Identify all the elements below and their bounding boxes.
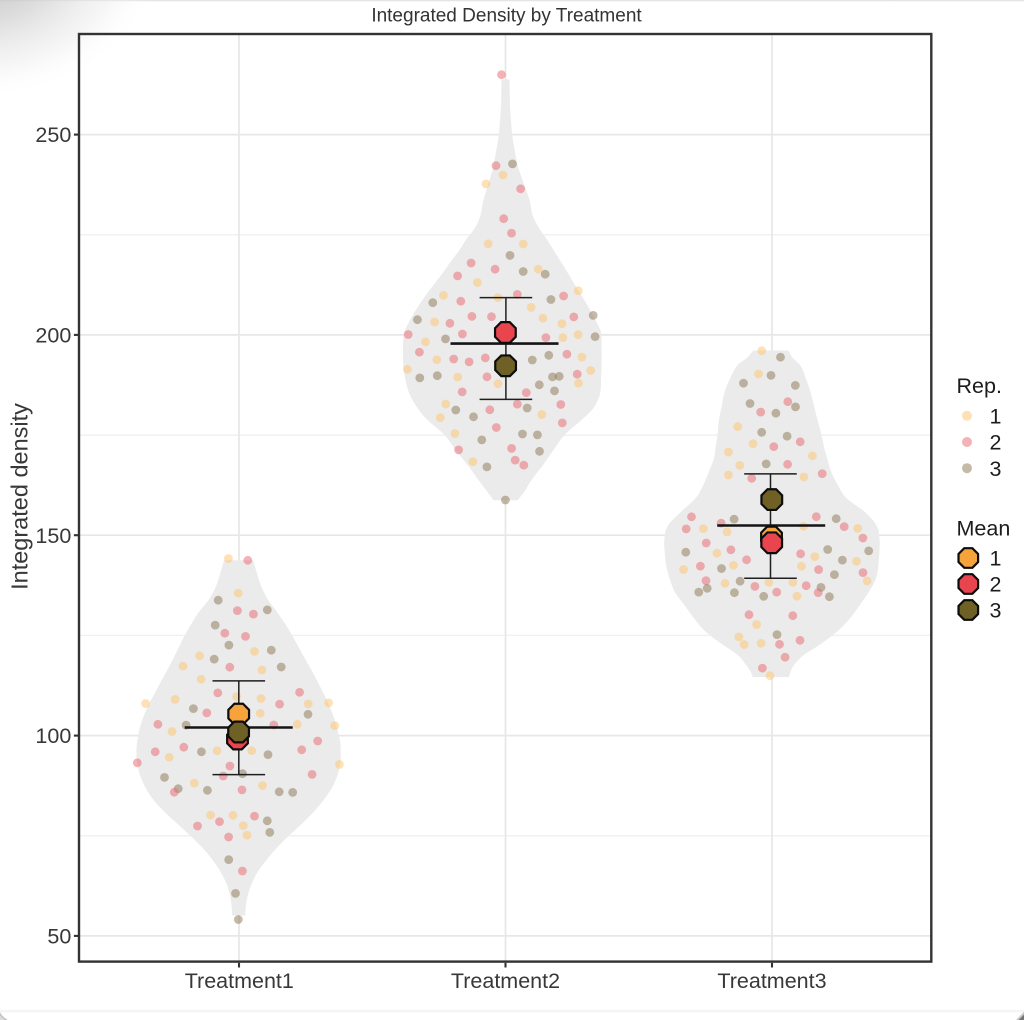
svg-text:Integrated density: Integrated density	[7, 403, 33, 590]
svg-text:1: 1	[990, 547, 1002, 571]
svg-text:3: 3	[990, 457, 1002, 481]
svg-text:250: 250	[35, 123, 71, 147]
svg-text:3: 3	[990, 599, 1002, 623]
svg-text:2: 2	[990, 573, 1002, 597]
svg-text:2: 2	[990, 431, 1002, 455]
svg-text:1: 1	[990, 404, 1002, 428]
svg-text:100: 100	[35, 724, 71, 748]
svg-text:Treatment3: Treatment3	[717, 969, 826, 993]
svg-text:Treatment2: Treatment2	[451, 969, 560, 993]
svg-text:200: 200	[35, 324, 71, 348]
svg-text:Mean: Mean	[957, 517, 1011, 541]
svg-text:Treatment1: Treatment1	[185, 969, 294, 993]
svg-text:Integrated Density by Treatmen: Integrated Density by Treatment	[371, 6, 642, 27]
svg-text:50: 50	[47, 925, 71, 949]
svg-text:Rep.: Rep.	[957, 374, 1002, 398]
svg-text:150: 150	[35, 524, 71, 548]
